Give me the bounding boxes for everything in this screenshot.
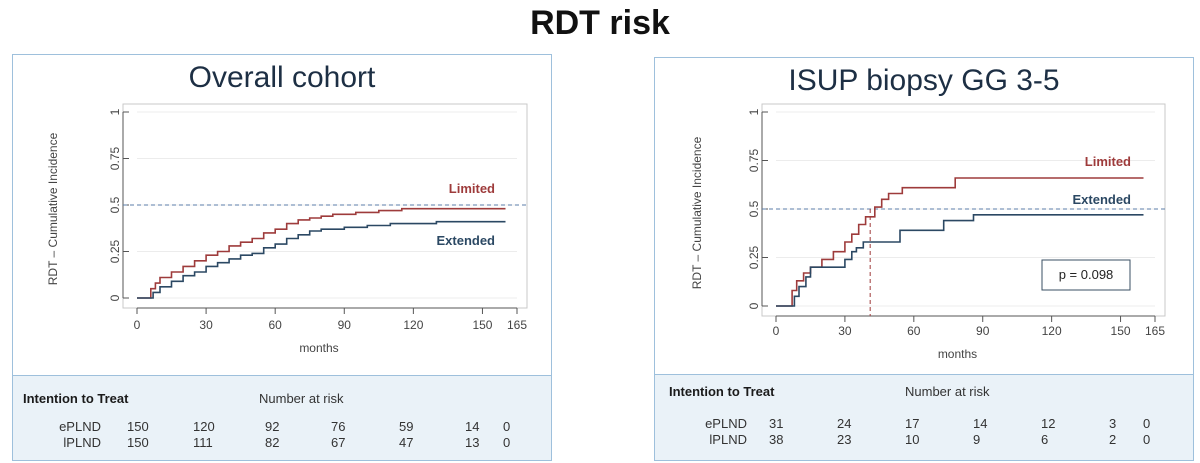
risk-value: 38 — [769, 432, 784, 447]
x-tick-label: 150 — [472, 318, 492, 332]
series-label-limited: Limited — [1085, 154, 1131, 169]
chart-title: ISUP biopsy GG 3-5 — [788, 64, 1060, 97]
x-tick-label: 90 — [976, 324, 990, 338]
x-tick-label: 60 — [907, 324, 921, 338]
risk-value: 23 — [837, 432, 852, 447]
plot-frame — [122, 103, 528, 309]
risk-row-eplnd: ePLND 31 24 17 14 12 3 0 — [655, 416, 1193, 432]
chart-panel-isup: ISUP biopsy GG 3-5 0 0.25 0.5 0.75 1 0 30 60 90 1… — [654, 57, 1194, 461]
risk-row-label: lPLND — [709, 432, 747, 447]
risk-value: 13 — [465, 435, 480, 450]
x-tick-label: 165 — [1145, 324, 1165, 338]
risk-value: 10 — [905, 432, 920, 447]
p-value-box — [1041, 259, 1131, 291]
km-chart-isup: 0 0.25 0.5 0.75 1 0 30 60 90 120 150 165 months RDT –… — [690, 103, 1166, 361]
y-tick-label: 0.5 — [747, 200, 761, 217]
x-tick-label: 0 — [773, 324, 780, 338]
x-tick-label: 30 — [199, 318, 213, 332]
series-label-extended: Extended — [436, 233, 495, 248]
risk-row-label: lPLND — [63, 435, 101, 450]
series-line-extended — [137, 220, 506, 299]
p-value-label: p = 0.098 — [1059, 267, 1114, 282]
y-tick-label: 0 — [747, 302, 761, 309]
x-tick-label: 30 — [838, 324, 852, 338]
y-tick-label: 0.5 — [108, 196, 122, 213]
x-tick-label: 0 — [134, 318, 141, 332]
x-tick-label: 150 — [1111, 324, 1131, 338]
x-tick-label: 90 — [338, 318, 352, 332]
y-tick-label: 1 — [747, 108, 761, 115]
risk-value: 2 — [1109, 432, 1117, 447]
risk-value: 0 — [1143, 416, 1151, 431]
risk-value: 47 — [399, 435, 414, 450]
series-line-limited — [776, 177, 1144, 307]
y-tick-label: 0.75 — [747, 148, 761, 172]
x-axis-label: months — [299, 341, 338, 355]
risk-row-label: ePLND — [59, 419, 101, 434]
risk-value: 3 — [1109, 416, 1117, 431]
y-axis-label: RDT – Cumulative Incidence — [690, 136, 704, 289]
risk-value: 0 — [503, 435, 511, 450]
risk-value: 150 — [127, 435, 149, 450]
y-tick-label: 1 — [108, 108, 122, 115]
chart-panel-overall: Overall cohort 0 0.25 0.5 0.75 1 0 30 60 90 120 15… — [12, 54, 552, 461]
km-chart-overall: 0 0.25 0.5 0.75 1 0 30 60 90 120 150 165 months RDT –… — [46, 103, 528, 355]
risk-row-lplnd: lPLND 38 23 10 9 6 2 0 — [655, 432, 1193, 448]
y-axis-label: RDT – Cumulative Incidence — [46, 132, 60, 285]
risk-row-label: ePLND — [705, 416, 747, 431]
risk-value: 31 — [769, 416, 784, 431]
risk-value: 17 — [905, 416, 920, 431]
risk-value: 59 — [399, 419, 414, 434]
series-label-limited: Limited — [449, 181, 495, 196]
risk-value: 14 — [973, 416, 988, 431]
risk-value: 9 — [973, 432, 981, 447]
x-tick-label: 165 — [507, 318, 527, 332]
chart-title: Overall cohort — [188, 61, 376, 94]
risk-value: 12 — [1041, 416, 1056, 431]
risk-value: 0 — [503, 419, 511, 434]
x-axis-label: months — [938, 347, 977, 361]
y-tick-label: 0.75 — [108, 146, 122, 170]
risk-value: 14 — [465, 419, 480, 434]
y-tick-label: 0.25 — [747, 245, 761, 269]
y-tick-label: 0 — [108, 294, 122, 301]
risk-value: 0 — [1143, 432, 1151, 447]
risk-value: 111 — [193, 435, 213, 450]
risk-row-lplnd: lPLND 150 111 82 67 47 13 0 — [13, 435, 551, 451]
risk-value: 24 — [837, 416, 852, 431]
x-tick-label: 120 — [403, 318, 423, 332]
y-tick-label: 0.25 — [108, 239, 122, 263]
series-label-extended: Extended — [1072, 192, 1131, 207]
risk-row-eplnd: ePLND 150 120 92 76 59 14 0 — [13, 419, 551, 435]
page-title: RDT risk — [530, 4, 670, 42]
risk-table-subheader: Number at risk — [259, 391, 344, 406]
risk-table-subheader: Number at risk — [905, 384, 990, 399]
series-line-extended — [776, 214, 1144, 307]
risk-value: 6 — [1041, 432, 1049, 447]
risk-value: 92 — [265, 419, 280, 434]
risk-table-header: Intention to Treat — [669, 384, 775, 399]
risk-value: 67 — [331, 435, 346, 450]
risk-value: 150 — [127, 419, 149, 434]
risk-table-header: Intention to Treat — [23, 391, 129, 406]
risk-value: 82 — [265, 435, 280, 450]
risk-value: 76 — [331, 419, 346, 434]
risk-value: 120 — [193, 419, 215, 434]
series-line-limited — [137, 207, 506, 299]
x-tick-label: 120 — [1042, 324, 1062, 338]
x-tick-label: 60 — [269, 318, 283, 332]
